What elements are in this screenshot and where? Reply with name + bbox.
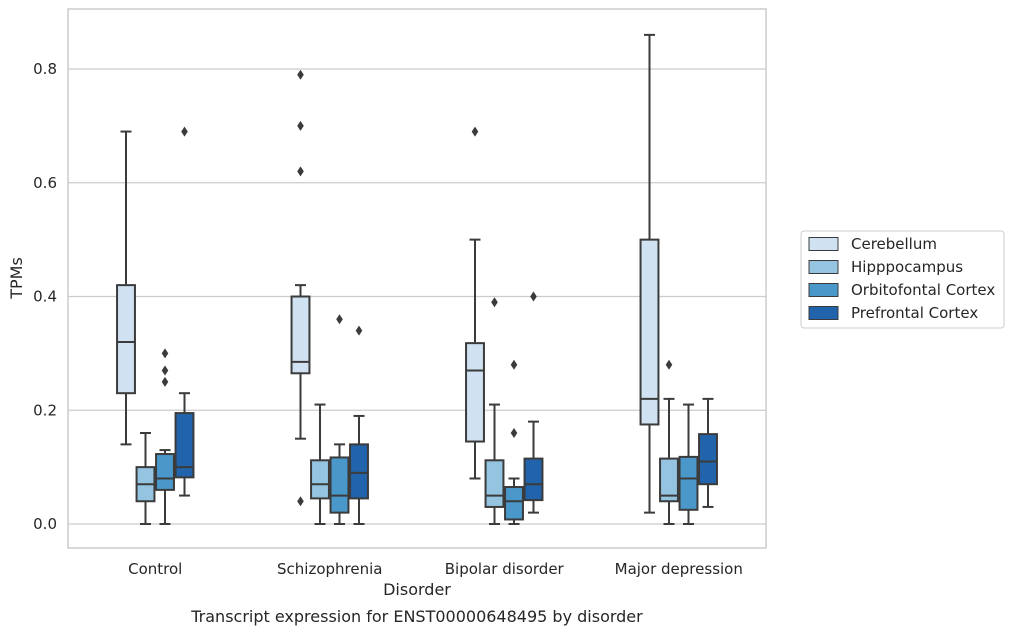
legend-swatch: [808, 237, 839, 251]
outlier-point: [491, 297, 498, 308]
box-prefrontal-cortex: [349, 325, 369, 525]
legend-label: Prefrontal Cortex: [851, 304, 978, 322]
x-tick-label: Bipolar disorder: [445, 560, 565, 578]
y-axis-label: TPMs: [7, 257, 26, 300]
plot-frame: [67, 8, 767, 549]
box-iqr: [329, 456, 350, 514]
box-iqr: [310, 459, 330, 500]
outlier-point: [161, 365, 169, 376]
y-tick-label: 0.2: [33, 401, 57, 419]
box-hipppocampus: [310, 403, 330, 525]
box-iqr: [659, 457, 679, 503]
box-iqr: [349, 443, 369, 500]
x-tick-label: Major depression: [615, 560, 743, 578]
box-iqr: [523, 457, 544, 502]
box-iqr: [698, 433, 718, 486]
y-axis-ticks: 0.0 0.2 0.4 0.6 0.8: [33, 60, 57, 533]
outlier-point: [161, 348, 169, 359]
x-tick-label: Control: [128, 560, 182, 578]
outlier-point: [181, 126, 188, 137]
box-iqr: [504, 486, 524, 521]
box-cerebellum: [465, 126, 485, 480]
legend-label: Orbitofontal Cortex: [851, 281, 995, 299]
box-iqr: [155, 453, 175, 491]
box-cerebellum: [290, 69, 311, 507]
outlier-point: [297, 120, 304, 131]
outlier-point: [665, 359, 673, 370]
outlier-point: [530, 291, 537, 302]
box-iqr: [290, 295, 311, 375]
box-prefrontal-cortex: [523, 291, 544, 514]
box-marks: [116, 33, 718, 525]
box-orbitofontal-cortex: [678, 403, 699, 525]
outlier-point: [510, 428, 518, 438]
outlier-point: [355, 325, 363, 336]
outlier-point: [161, 376, 169, 387]
box-iqr: [465, 342, 485, 443]
y-tick-label: 0.8: [33, 60, 57, 78]
x-axis-label: Disorder: [383, 580, 451, 599]
y-tick-label: 0.4: [33, 288, 57, 306]
y-tick-label: 0.6: [33, 174, 57, 192]
box-orbitofontal-cortex: [155, 348, 175, 525]
outlier-point: [336, 314, 343, 325]
legend-frame: [800, 230, 1005, 329]
x-tick-label: Schizophrenia: [277, 560, 382, 578]
outlier-point: [510, 359, 518, 370]
legend-swatch: [808, 283, 839, 297]
box-iqr: [484, 459, 505, 508]
box-hipppocampus: [659, 359, 679, 525]
box-iqr: [116, 284, 136, 395]
box-cerebellum: [639, 33, 660, 514]
box-iqr: [174, 412, 195, 479]
box-prefrontal-cortex: [174, 126, 195, 497]
chart-caption: Transcript expression for ENST0000064849…: [190, 607, 643, 626]
outlier-point: [297, 69, 304, 80]
outlier-point: [297, 496, 304, 507]
x-axis-ticks: Control Schizophrenia Bipolar disorder Majo…: [128, 560, 743, 578]
box-prefrontal-cortex: [698, 397, 718, 508]
box-cerebellum: [116, 130, 136, 446]
box-hipppocampus: [484, 297, 505, 525]
y-tick-label: 0.0: [33, 515, 57, 533]
legend-label: Cerebellum: [851, 235, 937, 253]
outlier-point: [471, 126, 479, 137]
box-iqr: [678, 455, 699, 511]
box-orbitofontal-cortex: [504, 359, 524, 525]
legend-swatch: [808, 260, 839, 274]
box-iqr: [639, 238, 660, 426]
outlier-point: [297, 166, 304, 177]
legend-swatch: [808, 306, 839, 320]
legend-label: Hipppocampus: [851, 258, 963, 276]
box-hipppocampus: [135, 432, 156, 525]
box-orbitofontal-cortex: [329, 314, 350, 525]
legend: Cerebellum Hipppocampus Orbitofontal Corte…: [800, 230, 1005, 329]
